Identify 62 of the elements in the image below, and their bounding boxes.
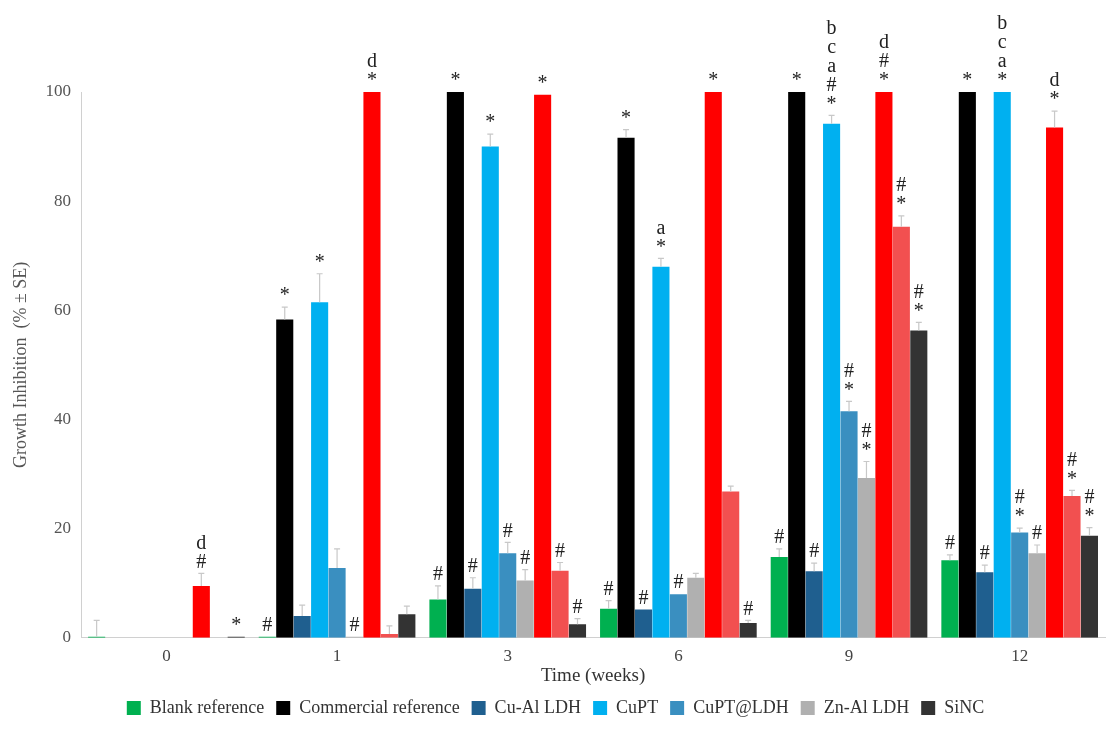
legend-label: Blank reference: [149, 696, 265, 717]
data-label: d # *: [878, 30, 889, 91]
data-label: #: [979, 541, 990, 564]
data-label: #: [944, 531, 955, 554]
data-label: # *: [844, 358, 855, 400]
x-tick-label: 9: [844, 646, 854, 666]
data-label: #: [572, 594, 583, 617]
data-label: # *: [1067, 447, 1078, 489]
data-label: #: [432, 562, 443, 585]
data-label: *: [791, 68, 802, 91]
legend-label: Cu-Al LDH: [494, 696, 582, 717]
y-tick-label: 20: [54, 518, 72, 538]
data-label: *: [231, 612, 242, 635]
x-axis-title: Time (weeks): [540, 663, 646, 686]
data-label: #: [555, 538, 566, 561]
data-label: b c a # *: [826, 15, 837, 114]
data-label: #: [262, 612, 273, 635]
data-label: a *: [655, 215, 666, 257]
data-label: # *: [1014, 485, 1025, 527]
data-label: #: [638, 585, 649, 608]
data-label: # *: [896, 173, 907, 215]
data-label: *: [537, 70, 548, 93]
x-tick-label: 3: [503, 646, 512, 666]
y-tick-label: 60: [54, 299, 72, 319]
x-tick-label: 12: [1011, 646, 1029, 666]
data-label: #: [743, 596, 754, 619]
x-tick-label: 0: [162, 646, 171, 666]
data-label: *: [621, 105, 632, 128]
data-label: b c a *: [997, 11, 1008, 91]
data-label: *: [708, 68, 719, 91]
data-label: *: [962, 68, 973, 91]
data-label: d *: [1049, 68, 1060, 110]
y-tick-label: 100: [45, 81, 72, 101]
legend-label: CuPT: [616, 696, 659, 717]
data-label: #: [1032, 521, 1043, 544]
x-tick-label: 6: [674, 646, 683, 666]
data-label: #: [349, 612, 360, 635]
y-axis-title: Growth Inhibition (% ± SE): [9, 261, 31, 469]
legend-label: SiNC: [944, 696, 985, 717]
data-label: *: [450, 68, 461, 91]
y-tick-label: 40: [54, 408, 72, 428]
y-tick-label: 80: [54, 190, 72, 210]
legend-label: CuPT@LDH: [693, 696, 789, 717]
data-label: #: [809, 539, 820, 562]
data-label: #: [502, 518, 513, 541]
data-label: d *: [366, 49, 377, 91]
data-label: #: [467, 554, 478, 577]
data-label: *: [314, 250, 325, 272]
data-label: #: [673, 570, 684, 593]
data-label: #: [603, 576, 614, 599]
data-label: #: [774, 525, 785, 548]
y-tick-label: 0: [62, 627, 72, 647]
data-label: d #: [196, 530, 207, 572]
data-label: *: [279, 283, 290, 306]
data-label: # *: [861, 418, 872, 460]
x-tick-label: 1: [332, 646, 342, 666]
data-label: *: [485, 110, 496, 133]
data-label: #: [520, 545, 531, 568]
legend-label: Commercial reference: [299, 696, 460, 717]
data-label: # *: [913, 279, 924, 321]
legend-label: Zn-Al LDH: [823, 696, 910, 717]
data-label: # *: [1084, 484, 1095, 526]
